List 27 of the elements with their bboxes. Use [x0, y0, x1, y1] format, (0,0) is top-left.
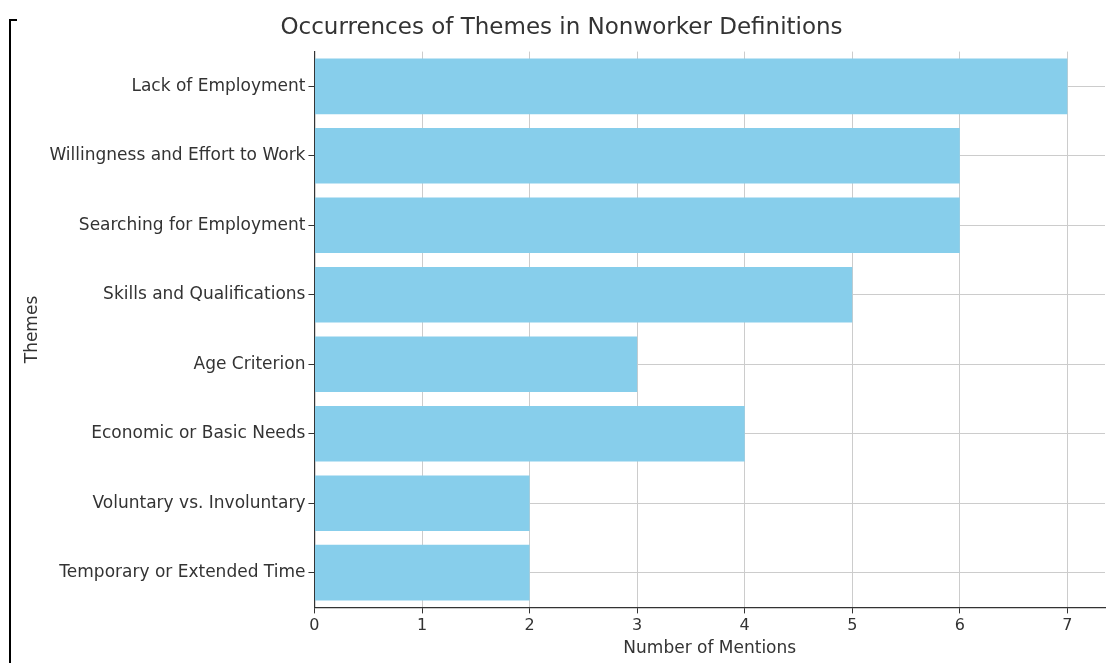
x-tick-label: 6 [954, 615, 965, 635]
bar [314, 336, 638, 393]
x-axis-title: Number of Mentions [623, 637, 797, 658]
x-tick-label: 4 [739, 615, 750, 635]
y-tick-label: Temporary or Extended Time [58, 561, 306, 582]
bar [314, 58, 1068, 115]
x-tick-label: 7 [1062, 615, 1073, 635]
y-tick-label: Voluntary vs. Involuntary [92, 491, 306, 512]
y-tick-label: Economic or Basic Needs [91, 422, 306, 443]
x-tick-label: 5 [847, 615, 858, 635]
y-tick-label: Skills and Qualifications [103, 283, 306, 304]
bar [314, 475, 530, 531]
x-tick-label: 3 [632, 615, 643, 635]
y-tick-label: Searching for Employment [78, 213, 306, 234]
y-axis-title: Themes [20, 295, 41, 365]
x-tick-label: 1 [416, 615, 428, 635]
chart-title: Occurrences of Themes in Nonworker Definitions [280, 12, 843, 39]
bar [314, 266, 853, 323]
x-tick-label: 2 [524, 615, 535, 635]
y-tick-label: Age Criterion [193, 352, 306, 373]
y-tick-label: Willingness and Effort to Work [49, 144, 306, 165]
x-tick-label: 0 [309, 615, 320, 635]
bar [314, 405, 745, 462]
bar [314, 197, 960, 254]
bar [314, 544, 530, 601]
y-tick-label: Lack of Employment [131, 74, 306, 95]
bar [314, 128, 960, 184]
